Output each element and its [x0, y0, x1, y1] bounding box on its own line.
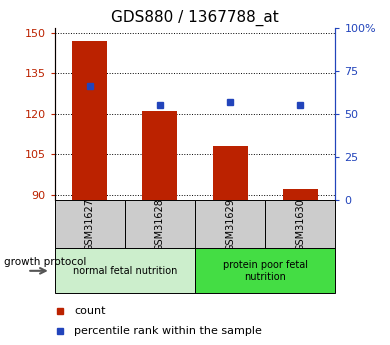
Bar [142, 111, 177, 200]
Text: protein poor fetal
nutrition: protein poor fetal nutrition [223, 260, 308, 282]
Bar [55, 200, 125, 248]
Bar [72, 41, 107, 200]
Text: growth protocol: growth protocol [4, 257, 86, 267]
Text: GSM31629: GSM31629 [225, 198, 235, 251]
Title: GDS880 / 1367788_at: GDS880 / 1367788_at [111, 10, 279, 26]
Bar [283, 189, 318, 200]
Text: count: count [74, 306, 106, 315]
Bar [125, 200, 195, 248]
Bar [265, 200, 335, 248]
Text: GSM31627: GSM31627 [85, 198, 95, 251]
Bar [195, 200, 265, 248]
Text: GSM31630: GSM31630 [295, 198, 305, 250]
Text: normal fetal nutrition: normal fetal nutrition [73, 266, 177, 276]
Bar [213, 146, 248, 200]
Bar [195, 248, 335, 293]
Text: GSM31628: GSM31628 [155, 198, 165, 251]
Text: percentile rank within the sample: percentile rank within the sample [74, 326, 262, 336]
Bar [55, 248, 195, 293]
